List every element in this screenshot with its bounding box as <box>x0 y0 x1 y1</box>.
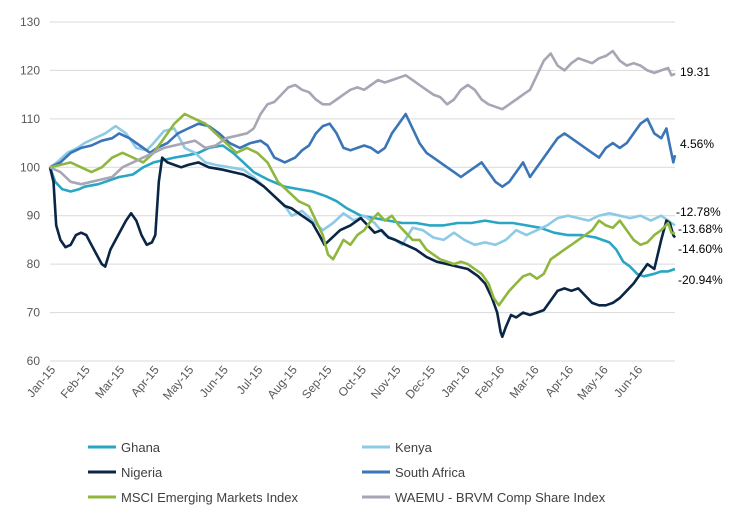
legend-label: Ghana <box>121 440 161 455</box>
x-tick-label: Oct-15 <box>335 363 369 400</box>
y-axis-ticks: 60 70 80 90 100 110 120 130 <box>20 15 40 368</box>
y-tick-label: 60 <box>27 354 41 368</box>
legend-label: WAEMU - BRVM Comp Share Index <box>395 490 606 505</box>
x-tick-label: May-16 <box>574 363 611 403</box>
legend-label: South Africa <box>395 465 466 480</box>
legend-label: MSCI Emerging Markets Index <box>121 490 299 505</box>
gridlines <box>50 21 675 362</box>
series-line-south-africa <box>49 112 677 188</box>
legend-item-nigeria: Nigeria <box>88 465 163 480</box>
legend-item-south-africa: South Africa <box>362 465 466 480</box>
y-tick-label: 130 <box>20 15 40 29</box>
x-tick-label: Apr-15 <box>128 363 162 400</box>
x-tick-label: Jun-15 <box>197 363 232 400</box>
end-label-ghana: -20.94% <box>678 273 723 287</box>
y-tick-label: 70 <box>27 306 41 320</box>
x-tick-label: Feb-16 <box>472 363 507 401</box>
y-tick-label: 80 <box>27 257 41 271</box>
end-labels: -20.94% -12.78% -14.60% 4.56% -13.68% 19.31 <box>676 65 723 287</box>
end-label-kenya: -12.78% <box>676 205 721 219</box>
x-tick-label: Aug-15 <box>264 363 300 402</box>
end-label-south-africa: 4.56% <box>680 137 714 151</box>
x-tick-label: Mar-15 <box>92 363 127 401</box>
end-label-waemu-brvm-comp-share-index: 19.31 <box>680 65 710 79</box>
x-tick-label: Nov-15 <box>368 363 404 402</box>
x-tick-label: Jan-15 <box>24 363 59 400</box>
legend-item-waemu-brvm-comp-share-index: WAEMU - BRVM Comp Share Index <box>362 490 606 505</box>
y-tick-label: 120 <box>20 63 40 77</box>
x-tick-label: Sep-15 <box>299 363 335 402</box>
end-label-msci-emerging-markets-index: -13.68% <box>678 222 723 236</box>
legend-label: Kenya <box>395 440 433 455</box>
series-line-waemu-brvm-comp-share-index <box>49 49 676 186</box>
x-tick-label: Dec-15 <box>403 363 439 402</box>
x-tick-label: Apr-16 <box>542 363 576 400</box>
x-tick-label: Mar-16 <box>507 363 542 401</box>
end-label-nigeria: -14.60% <box>678 242 723 256</box>
x-tick-label: Feb-15 <box>58 363 93 401</box>
y-tick-label: 100 <box>20 160 40 174</box>
x-tick-label: Jun-16 <box>611 363 646 400</box>
series-lines <box>48 49 677 339</box>
legend: Ghana Kenya Nigeria South Africa MSCI Emergi… <box>88 440 606 505</box>
legend-item-kenya: Kenya <box>362 440 433 455</box>
x-tick-label: May-15 <box>160 363 197 403</box>
x-tick-label: Jan-16 <box>438 363 473 400</box>
x-tick-label: Jul-15 <box>234 363 266 397</box>
legend-item-ghana: Ghana <box>88 440 161 455</box>
legend-item-msci-emerging-markets-index: MSCI Emerging Markets Index <box>88 490 299 505</box>
series-line-kenya <box>49 124 676 247</box>
y-tick-label: 110 <box>21 112 40 126</box>
series-line-nigeria <box>48 156 677 339</box>
series-line-msci-emerging-markets-index <box>49 112 676 307</box>
y-tick-label: 90 <box>27 209 41 223</box>
legend-label: Nigeria <box>121 465 163 480</box>
series-line-ghana <box>48 144 676 278</box>
